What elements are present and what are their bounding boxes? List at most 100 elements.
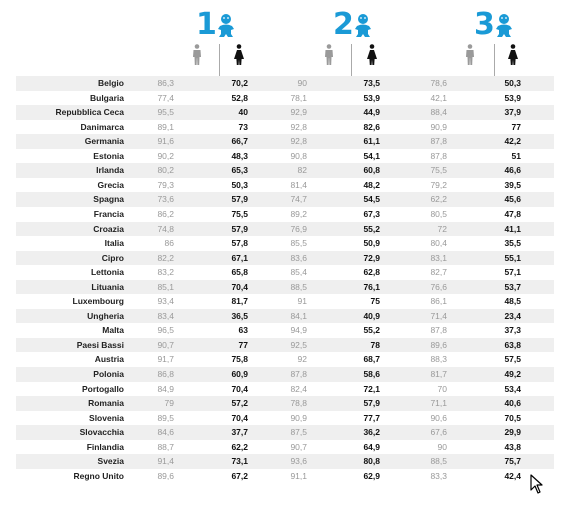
country-label: Regno Unito — [73, 470, 124, 481]
mouse-cursor-icon — [530, 474, 543, 494]
female-value: 51 — [511, 150, 521, 161]
male-value: 77,4 — [157, 92, 174, 103]
male-value: 90,7 — [157, 339, 174, 350]
female-value: 75,5 — [231, 208, 248, 219]
female-value: 29,9 — [504, 427, 521, 438]
female-icon — [508, 44, 518, 65]
male-value: 90 — [437, 441, 447, 452]
country-label: Italia — [104, 238, 124, 249]
female-icon — [234, 44, 244, 65]
table-row: Regno Unito 89,6 67,2 91,1 62,9 83,3 42,4 — [16, 469, 554, 484]
male-value: 92,9 — [290, 107, 307, 118]
female-value: 82,6 — [363, 121, 380, 132]
male-value: 67,6 — [430, 427, 447, 438]
table-row: Slovacchia 84,6 37,7 87,5 36,2 67,6 29,9 — [16, 425, 554, 440]
female-value: 62,8 — [363, 267, 380, 278]
table-row: Romania 79 57,2 78,8 57,9 71,1 40,6 — [16, 396, 554, 411]
female-value: 70,4 — [231, 412, 248, 423]
male-value: 86 — [164, 238, 174, 249]
male-value: 91,6 — [157, 136, 174, 147]
female-value: 75 — [370, 296, 380, 307]
female-value: 36,2 — [363, 427, 380, 438]
divider — [219, 44, 220, 82]
country-label: Cipro — [101, 252, 124, 263]
table-row: Grecia 79,3 50,3 81,4 48,2 79,2 39,5 — [16, 178, 554, 193]
table-row: Croazia 74,8 57,9 76,9 55,2 72 41,1 — [16, 221, 554, 236]
female-value: 57,2 — [231, 398, 248, 409]
male-value: 89,1 — [157, 121, 174, 132]
female-value: 77,7 — [363, 412, 380, 423]
female-value: 50,3 — [231, 179, 248, 190]
country-label: Estonia — [93, 150, 124, 161]
male-value: 83,2 — [157, 267, 174, 278]
female-value: 48,3 — [231, 150, 248, 161]
group-header-3: 3 — [0, 10, 571, 82]
male-value: 79,3 — [157, 179, 174, 190]
female-value: 35,5 — [504, 238, 521, 249]
baby-icon — [496, 14, 512, 37]
female-value: 50,9 — [363, 238, 380, 249]
female-value: 78 — [370, 339, 380, 350]
male-value: 83,6 — [290, 252, 307, 263]
female-value: 60,8 — [363, 165, 380, 176]
baby-icon — [355, 14, 371, 37]
country-label: Paesi Bassi — [76, 339, 124, 350]
female-value: 40 — [238, 107, 248, 118]
male-value: 75,5 — [430, 165, 447, 176]
female-value: 63,8 — [504, 339, 521, 350]
female-value: 37,9 — [504, 107, 521, 118]
male-value: 79,2 — [430, 179, 447, 190]
country-label: Francia — [93, 208, 124, 219]
female-value: 77 — [238, 339, 248, 350]
country-label: Bulgaria — [89, 92, 124, 103]
female-value: 66,7 — [231, 136, 248, 147]
female-value: 70,2 — [231, 78, 248, 88]
table-row: Estonia 90,2 48,3 90,8 54,1 87,8 51 — [16, 149, 554, 164]
male-value: 71,1 — [430, 398, 447, 409]
male-icon — [466, 44, 474, 65]
female-value: 53,4 — [504, 383, 521, 394]
male-value: 62,2 — [430, 194, 447, 205]
female-value: 53,9 — [363, 92, 380, 103]
female-value: 67,1 — [231, 252, 248, 263]
country-label: Ungheria — [87, 310, 124, 321]
male-value: 90,2 — [157, 150, 174, 161]
female-value: 48,2 — [363, 179, 380, 190]
female-value: 55,2 — [363, 325, 380, 336]
female-value: 39,5 — [504, 179, 521, 190]
female-value: 53,9 — [504, 92, 521, 103]
female-value: 54,5 — [363, 194, 380, 205]
female-value: 57,1 — [504, 267, 521, 278]
male-value: 84,6 — [157, 427, 174, 438]
male-value: 78,6 — [430, 78, 447, 88]
male-value: 90,7 — [290, 441, 307, 452]
male-value: 84,9 — [157, 383, 174, 394]
female-value: 68,7 — [363, 354, 380, 365]
table-row: Finlandia 88,7 62,2 90,7 64,9 90 43,8 — [16, 440, 554, 455]
male-value: 90,9 — [430, 121, 447, 132]
table-row: Slovenia 89,5 70,4 90,9 77,7 90,6 70,5 — [16, 411, 554, 426]
female-value: 73 — [238, 121, 248, 132]
female-value: 77 — [511, 121, 521, 132]
country-label: Spagna — [93, 194, 124, 205]
female-value: 40,9 — [363, 310, 380, 321]
female-value: 70,5 — [504, 412, 521, 423]
female-value: 36,5 — [231, 310, 248, 321]
male-value: 91,1 — [290, 470, 307, 481]
female-value: 60,9 — [231, 369, 248, 379]
table-row: Belgio 86,3 70,2 90 73,5 78,6 50,3 — [16, 76, 554, 91]
country-label: Croazia — [93, 223, 124, 234]
female-value: 63 — [238, 325, 248, 336]
female-value: 62,2 — [231, 441, 248, 452]
female-value: 55,1 — [504, 252, 521, 263]
female-value: 67,3 — [363, 208, 380, 219]
male-value: 90,9 — [290, 412, 307, 423]
female-value: 65,8 — [231, 267, 248, 278]
country-label: Slovenia — [89, 412, 124, 423]
male-value: 96,5 — [157, 325, 174, 336]
female-value: 55,2 — [363, 223, 380, 234]
male-value: 88,4 — [430, 107, 447, 118]
female-value: 57,5 — [504, 354, 521, 365]
male-value: 88,7 — [157, 441, 174, 452]
male-value: 88,5 — [290, 281, 307, 292]
